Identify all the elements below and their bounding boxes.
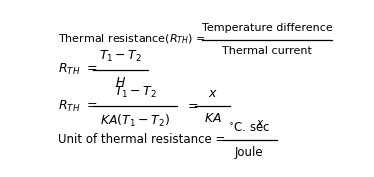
Text: $KA$: $KA$ (203, 112, 221, 125)
Text: =: = (188, 100, 199, 113)
Text: Thermal resistance($R_{TH}$) =: Thermal resistance($R_{TH}$) = (58, 33, 206, 46)
Text: $T_1 - T_2$: $T_1 - T_2$ (99, 48, 142, 64)
Text: $H$: $H$ (115, 76, 126, 89)
Text: $^{\circ}$C. sec: $^{\circ}$C. sec (228, 122, 270, 135)
Text: $KA(T_1 - T_2)$: $KA(T_1 - T_2)$ (100, 112, 170, 129)
Text: Thermal current: Thermal current (222, 46, 312, 56)
Text: $x$: $x$ (256, 118, 264, 128)
Text: $T_1 - T_2$: $T_1 - T_2$ (114, 85, 157, 100)
Text: Unit of thermal resistance =: Unit of thermal resistance = (58, 133, 226, 146)
Text: $R_{TH}$  =: $R_{TH}$ = (58, 62, 98, 77)
Text: $x$: $x$ (208, 87, 217, 100)
Text: Temperature difference: Temperature difference (202, 23, 332, 33)
Text: Joule: Joule (235, 146, 263, 159)
Text: $R_{TH}$  =: $R_{TH}$ = (58, 99, 98, 114)
